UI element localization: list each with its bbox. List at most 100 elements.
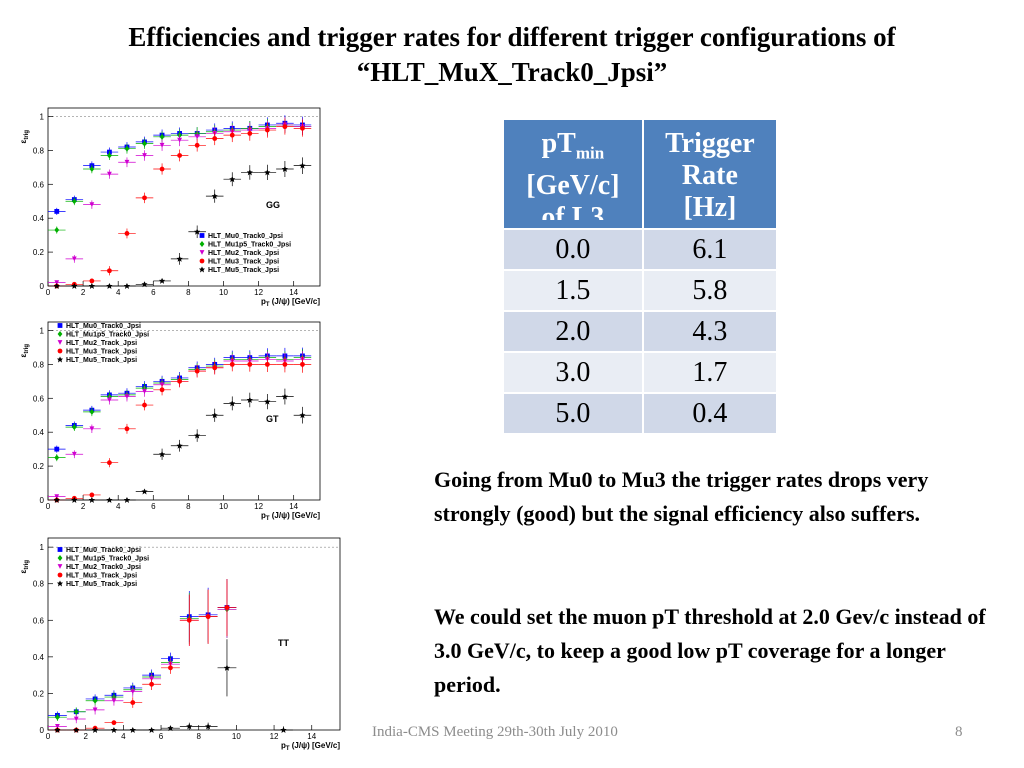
plot-frame (47, 107, 321, 287)
data-point (141, 488, 148, 495)
y-tick-label: 0.4 (33, 653, 45, 662)
data-point (177, 153, 183, 158)
data-point (281, 166, 288, 173)
conclusion-paragraph-1: Going from Mu0 to Mu3 the trigger rates … (434, 467, 929, 526)
data-point (186, 723, 193, 730)
table-row: 3.0 1.7 (504, 351, 776, 392)
x-tick-label: 8 (186, 502, 191, 511)
legend-marker (57, 555, 63, 561)
data-point (212, 136, 218, 141)
x-axis-label: pT (J/ψ) [GeV/c] (261, 297, 320, 306)
legend-marker (199, 266, 205, 273)
data-point (142, 140, 147, 147)
data-point (142, 402, 147, 408)
x-tick-label: 0 (46, 288, 51, 297)
trigger-rate-table: pTmin [GeV/c] of L3 Trigger Rate [Hz] 0.… (504, 120, 776, 433)
data-point (107, 152, 112, 159)
x-tick-label: 0 (46, 732, 51, 741)
y-tick-label: 0.2 (33, 689, 45, 698)
cell-ptmin: 2.0 (504, 310, 644, 351)
x-tick-label: 6 (151, 288, 156, 297)
data-point (205, 614, 211, 620)
data-point (53, 283, 60, 289)
data-point (54, 494, 60, 500)
data-point (247, 131, 253, 136)
x-tick-label: 12 (254, 288, 263, 297)
legend-marker (57, 564, 63, 569)
legend-label: HLT_Mu1p5_Track0_Jpsi (208, 242, 291, 249)
legend-label: HLT_Mu1p5_Track0_Jpsi (66, 332, 149, 339)
data-point (246, 169, 253, 176)
x-tick-label: 14 (289, 288, 298, 297)
data-point (194, 134, 200, 140)
data-point (89, 202, 95, 208)
x-tick-label: 4 (116, 288, 121, 297)
table-row: 5.0 0.4 (504, 392, 776, 433)
data-point (71, 451, 77, 457)
data-point (54, 446, 60, 452)
data-point (129, 727, 136, 733)
efficiency-plot-tt-svg: 0 2 4 6 8 10 12 14 0 0.2 0.4 0.6 0.8 1 pT (J/ψ) [GeV/c… (19, 537, 341, 752)
efficiency-plot-gt: 0 2 4 6 8 10 12 14 0 0.2 0.4 0.6 0.8 1 pT (J/ψ) [GeV/c… (14, 314, 324, 522)
x-tick-label: 8 (196, 732, 201, 741)
header-rate-line1: Trigger (665, 128, 755, 159)
data-point (264, 361, 270, 367)
data-point (107, 268, 112, 274)
data-point (167, 725, 174, 732)
data-point (92, 727, 99, 733)
plot-frame (47, 321, 321, 501)
data-point (282, 124, 288, 130)
legend-marker (57, 348, 63, 354)
series-mu5 (48, 639, 293, 733)
x-tick-label: 4 (121, 732, 126, 741)
efficiency-plot-gg: 0 2 4 6 8 10 12 14 0 0.2 0.4 0.6 0.8 1 pT (J/ψ) [GeV/c… (14, 98, 324, 306)
data-point (130, 700, 136, 705)
legend-label: HLT_Mu5_Track_Jpsi (66, 357, 137, 364)
data-point (141, 281, 148, 288)
data-point (54, 209, 60, 214)
y-tick-label: 0 (40, 282, 45, 291)
legend-label: HLT_Mu5_Track_Jpsi (208, 267, 279, 274)
data-point (177, 378, 183, 384)
data-point (130, 689, 136, 694)
data-point (71, 256, 77, 262)
legend-label: HLT_Mu2_Track0_Jpsi (66, 564, 141, 571)
y-axis-label: εtrig (19, 130, 30, 144)
x-tick-label: 12 (270, 732, 279, 741)
cell-rate: 6.1 (643, 228, 776, 269)
table-row: 0.0 6.1 (504, 228, 776, 269)
data-point (159, 277, 166, 284)
data-point (73, 716, 79, 722)
cell-ptmin: 0.0 (504, 228, 644, 269)
data-point (55, 723, 60, 729)
data-point (92, 707, 98, 713)
header-ptmin: pTmin [GeV/c] of L3 (504, 120, 644, 228)
data-point (124, 145, 130, 152)
x-tick-label: 4 (116, 502, 121, 511)
region-tag: GT (266, 414, 279, 424)
data-point (168, 665, 173, 671)
data-point (177, 137, 183, 143)
data-point (205, 723, 212, 730)
cell-ptmin: 5.0 (504, 392, 644, 433)
data-point (53, 497, 60, 503)
data-point (106, 497, 113, 503)
data-point (89, 426, 95, 432)
header-rate-line2: Rate (681, 160, 738, 191)
data-point (107, 460, 112, 466)
data-point (300, 125, 305, 131)
slide-title: Efficiencies and trigger rates for diffe… (128, 22, 896, 87)
data-point (149, 681, 155, 687)
legend-label: HLT_Mu0_Track0_Jpsi (208, 233, 283, 240)
data-point (224, 605, 230, 610)
footer-meeting: India-CMS Meeting 29th-30th July 2010 (372, 724, 618, 740)
data-point (212, 365, 218, 371)
plot-area: 0 2 4 6 8 10 12 14 0 0.2 0.4 0.6 0.8 1 pT (J/ψ) [GeV/c… (19, 107, 321, 306)
data-point (55, 714, 60, 721)
data-point (194, 228, 201, 235)
data-point (148, 727, 155, 733)
x-tick-label: 2 (81, 502, 86, 511)
data-point (247, 361, 253, 367)
data-point (106, 283, 113, 289)
legend-marker (57, 547, 63, 552)
